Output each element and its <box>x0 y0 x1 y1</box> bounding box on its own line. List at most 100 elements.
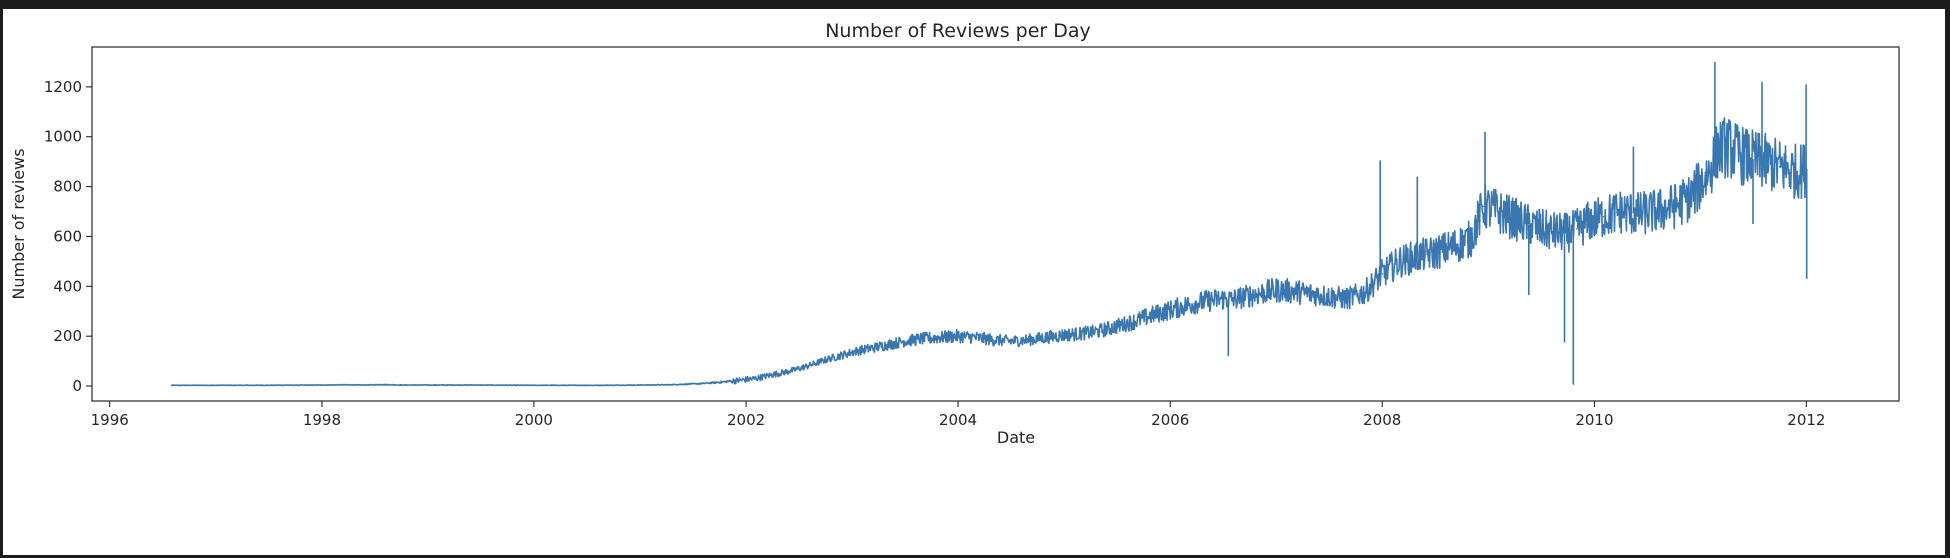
data-point <box>1531 225 1534 228</box>
data-point <box>1098 330 1100 333</box>
data-point <box>1619 210 1622 213</box>
data-point <box>215 384 217 387</box>
data-point <box>754 377 756 380</box>
x-tick-label: 2012 <box>1787 411 1825 429</box>
data-point <box>1637 213 1640 215</box>
data-point <box>974 336 977 339</box>
y-tick-label: 600 <box>53 227 82 245</box>
data-point <box>1716 148 1719 150</box>
data-point <box>868 347 870 350</box>
data-point <box>789 370 791 372</box>
data-point <box>1470 238 1472 240</box>
data-point <box>1080 332 1083 335</box>
data-point <box>1134 320 1136 323</box>
data-point <box>806 365 809 367</box>
data-point <box>683 383 685 386</box>
data-point <box>1743 155 1746 158</box>
data-point <box>1204 300 1206 303</box>
x-tick-label: 2008 <box>1363 411 1401 429</box>
data-point <box>1672 205 1675 208</box>
x-tick-label: 2006 <box>1151 411 1189 429</box>
data-point <box>1602 215 1605 218</box>
data-point <box>639 384 641 386</box>
data-point <box>1566 231 1569 234</box>
data-point <box>921 337 924 340</box>
data-point <box>736 379 738 382</box>
y-tick-label: 200 <box>53 327 82 345</box>
data-point <box>533 384 535 387</box>
y-axis: 0 200 400 600 800 1000 1200 <box>44 78 92 395</box>
data-point <box>170 384 173 387</box>
x-axis: 1996 1998 2000 2002 2004 2006 2008 2010 2012 <box>91 401 1825 429</box>
data-point <box>1398 260 1401 263</box>
data-point <box>427 384 429 386</box>
data-point <box>1240 296 1242 299</box>
x-tick-label: 2004 <box>939 411 977 429</box>
x-tick-label: 1998 <box>303 411 341 429</box>
x-tick-label: 1996 <box>91 411 129 429</box>
data-point <box>1292 290 1295 293</box>
y-tick-label: 1200 <box>44 78 82 96</box>
data-point <box>1028 339 1030 341</box>
chart-svg: Number of Reviews per Day 1996 1998 2000 20… <box>9 20 1900 447</box>
y-tick-label: 0 <box>72 377 82 395</box>
data-point <box>382 383 385 386</box>
x-tick-label: 2002 <box>727 411 765 429</box>
data-point <box>321 384 323 386</box>
series-line <box>171 117 1808 387</box>
data-point <box>903 340 906 343</box>
data-point <box>886 344 888 346</box>
data-point <box>1513 218 1516 220</box>
data-point <box>824 359 827 361</box>
y-tick-label: 400 <box>53 277 82 295</box>
data-point <box>771 374 773 376</box>
data-point <box>1575 228 1578 230</box>
data-point <box>1346 298 1348 300</box>
data-point <box>577 384 579 387</box>
data-point <box>1116 325 1118 328</box>
data-point <box>1434 251 1436 254</box>
data-point <box>1045 336 1048 339</box>
data-point <box>1010 340 1012 343</box>
data-point <box>842 354 844 356</box>
data-point <box>1328 295 1330 298</box>
data-point <box>347 384 349 386</box>
data-point <box>1310 293 1312 295</box>
data-point <box>1231 299 1233 301</box>
data-point <box>957 335 959 338</box>
data-point <box>1151 314 1154 316</box>
data-point <box>1222 298 1224 300</box>
data-point <box>1796 170 1799 173</box>
data-point <box>700 382 703 385</box>
data-point <box>1063 334 1066 336</box>
data-point <box>665 384 668 386</box>
chart-figure: Number of Reviews per Day 1996 1998 2000 20… <box>3 9 1945 555</box>
y-tick-label: 800 <box>53 178 82 196</box>
data-point <box>400 384 403 386</box>
data-point <box>365 384 367 386</box>
data-point <box>1275 289 1277 291</box>
data-point <box>1778 165 1781 168</box>
data-point <box>1482 205 1485 208</box>
data-point <box>718 381 721 384</box>
data-point <box>1169 309 1172 311</box>
data-point <box>1496 210 1499 213</box>
data-point <box>603 384 606 387</box>
data-point <box>1549 230 1551 233</box>
data-point <box>1363 291 1366 294</box>
data-point <box>1257 293 1260 295</box>
data-point <box>1708 170 1711 173</box>
y-axis-title: Number of reviews <box>9 148 28 299</box>
x-tick-label: 2000 <box>515 411 553 429</box>
data-point <box>1690 195 1693 198</box>
data-point <box>259 384 261 387</box>
plot-frame <box>91 46 1900 402</box>
data-point <box>1186 304 1189 306</box>
data-point <box>1655 210 1657 213</box>
data-point <box>1588 220 1591 223</box>
x-axis-title: Date <box>997 428 1035 447</box>
x-tick-label: 2010 <box>1575 411 1613 429</box>
data-point <box>1452 245 1454 248</box>
y-tick-label: 1000 <box>44 128 82 146</box>
data-point <box>939 336 942 339</box>
